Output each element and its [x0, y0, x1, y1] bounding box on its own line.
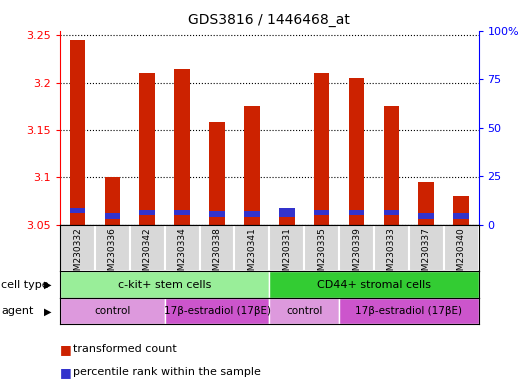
Bar [304, 225, 339, 271]
Bar [70, 40, 85, 225]
Text: ▶: ▶ [44, 306, 51, 316]
Text: GSM230335: GSM230335 [317, 227, 326, 282]
Bar [244, 212, 260, 217]
Text: GSM230340: GSM230340 [457, 227, 465, 282]
Bar [165, 298, 269, 324]
Bar [269, 271, 479, 298]
Text: 17β-estradiol (17βE): 17β-estradiol (17βE) [164, 306, 270, 316]
Bar [209, 212, 225, 217]
Bar [60, 225, 95, 271]
Text: ▶: ▶ [44, 280, 51, 290]
Bar [279, 217, 294, 225]
Text: GSM230336: GSM230336 [108, 227, 117, 282]
Bar [279, 208, 294, 217]
Text: GSM230331: GSM230331 [282, 227, 291, 282]
Text: control: control [94, 306, 131, 316]
Text: CD44+ stromal cells: CD44+ stromal cells [317, 280, 431, 290]
Text: GSM230332: GSM230332 [73, 227, 82, 282]
Bar [349, 78, 365, 225]
Bar [383, 106, 399, 225]
Bar [165, 225, 200, 271]
Bar [105, 213, 120, 219]
Bar [374, 225, 409, 271]
Text: transformed count: transformed count [73, 344, 177, 354]
Text: agent: agent [1, 306, 33, 316]
Bar [314, 210, 329, 215]
Bar [200, 225, 234, 271]
Text: control: control [286, 306, 322, 316]
Text: GSM230333: GSM230333 [387, 227, 396, 282]
Bar [269, 225, 304, 271]
Text: 17β-estradiol (17βE): 17β-estradiol (17βE) [355, 306, 462, 316]
Bar [314, 73, 329, 225]
Bar [174, 69, 190, 225]
Bar [130, 225, 165, 271]
Bar [209, 122, 225, 225]
Bar [453, 196, 469, 225]
Bar [409, 225, 444, 271]
Text: ■: ■ [60, 366, 72, 379]
Bar [234, 225, 269, 271]
Bar [244, 106, 260, 225]
Text: ■: ■ [60, 343, 72, 356]
Text: GSM230341: GSM230341 [247, 227, 256, 282]
Bar [339, 225, 374, 271]
Bar [70, 208, 85, 213]
Text: GSM230342: GSM230342 [143, 227, 152, 281]
Title: GDS3816 / 1446468_at: GDS3816 / 1446468_at [188, 13, 350, 27]
Bar [105, 177, 120, 225]
Text: percentile rank within the sample: percentile rank within the sample [73, 367, 261, 377]
Bar [339, 298, 479, 324]
Text: GSM230338: GSM230338 [212, 227, 222, 282]
Bar [269, 298, 339, 324]
Text: c-kit+ stem cells: c-kit+ stem cells [118, 280, 211, 290]
Bar [418, 182, 434, 225]
Bar [140, 210, 155, 215]
Text: GSM230334: GSM230334 [178, 227, 187, 282]
Bar [60, 298, 165, 324]
Bar [174, 210, 190, 215]
Bar [349, 210, 365, 215]
Bar [444, 225, 479, 271]
Text: GSM230337: GSM230337 [422, 227, 431, 282]
Text: GSM230339: GSM230339 [352, 227, 361, 282]
Bar [383, 210, 399, 215]
Bar [140, 73, 155, 225]
Bar [453, 213, 469, 219]
Bar [60, 271, 269, 298]
Text: cell type: cell type [1, 280, 49, 290]
Bar [418, 213, 434, 219]
Bar [95, 225, 130, 271]
